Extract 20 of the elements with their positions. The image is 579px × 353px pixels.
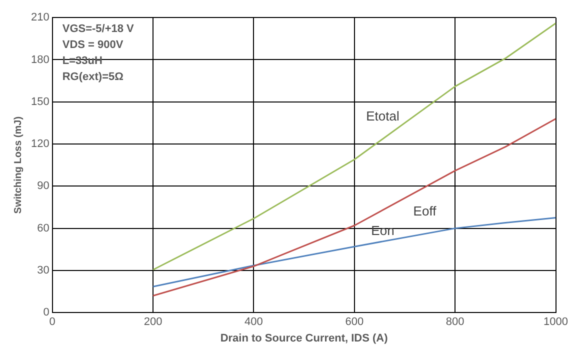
series-label: Etotal [366,108,400,124]
y-tick-label: 0 [43,306,50,319]
x-tick-label: 800 [446,316,464,328]
annotation: RG(ext)=5Ω [62,71,124,84]
annotation: VGS=-5/+18 V [62,23,135,36]
series-label: Eoff [413,204,437,219]
y-tick-label: 150 [30,96,50,108]
x-tick-label: 600 [345,316,364,328]
x-tick-label: 400 [244,316,263,328]
y-tick-label: 180 [30,54,50,66]
y-tick-label: 210 [30,12,50,24]
y-tick-label: 120 [30,138,50,150]
y-tick-label: 30 [37,264,50,276]
x-tick-label: 1000 [544,316,568,328]
y-axis-title: Switching Loss (mJ) [12,116,24,214]
y-tick-label: 60 [37,222,50,234]
y-tick-label: 90 [37,180,50,192]
x-tick-label: 200 [144,316,162,328]
x-axis-title: Drain to Source Current, IDS (A) [220,332,388,344]
annotation: VDS = 900V [62,39,124,52]
